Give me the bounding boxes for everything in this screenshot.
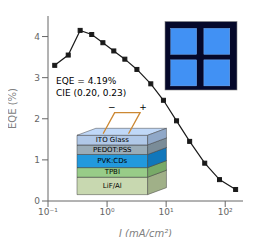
svg-text:+: + xyxy=(139,102,147,112)
svg-text:4: 4 xyxy=(34,32,40,42)
svg-text:10⁻¹: 10⁻¹ xyxy=(38,207,58,217)
svg-text:PEDOT:PSS: PEDOT:PSS xyxy=(93,146,132,154)
svg-text:PVK:CDs: PVK:CDs xyxy=(97,157,127,165)
svg-text:0: 0 xyxy=(34,196,40,206)
svg-text:−: − xyxy=(108,102,116,112)
svg-text:10²: 10² xyxy=(218,207,233,217)
svg-text:TPBI: TPBI xyxy=(104,168,120,176)
svg-text:LiF/Al: LiF/Al xyxy=(103,182,122,190)
svg-text:10¹: 10¹ xyxy=(159,207,174,217)
svg-text:ITO Glass: ITO Glass xyxy=(96,136,129,144)
svg-text:EQE (%): EQE (%) xyxy=(8,88,18,129)
svg-text:1: 1 xyxy=(34,155,40,165)
svg-text:EQE = 4.19%: EQE = 4.19% xyxy=(56,76,117,86)
svg-text:2: 2 xyxy=(34,114,40,124)
svg-text:10⁰: 10⁰ xyxy=(100,207,115,217)
svg-text:J (mA/cm²): J (mA/cm²) xyxy=(117,228,172,237)
svg-text:CIE (0.20, 0.23): CIE (0.20, 0.23) xyxy=(56,88,126,98)
svg-text:3: 3 xyxy=(34,73,40,83)
